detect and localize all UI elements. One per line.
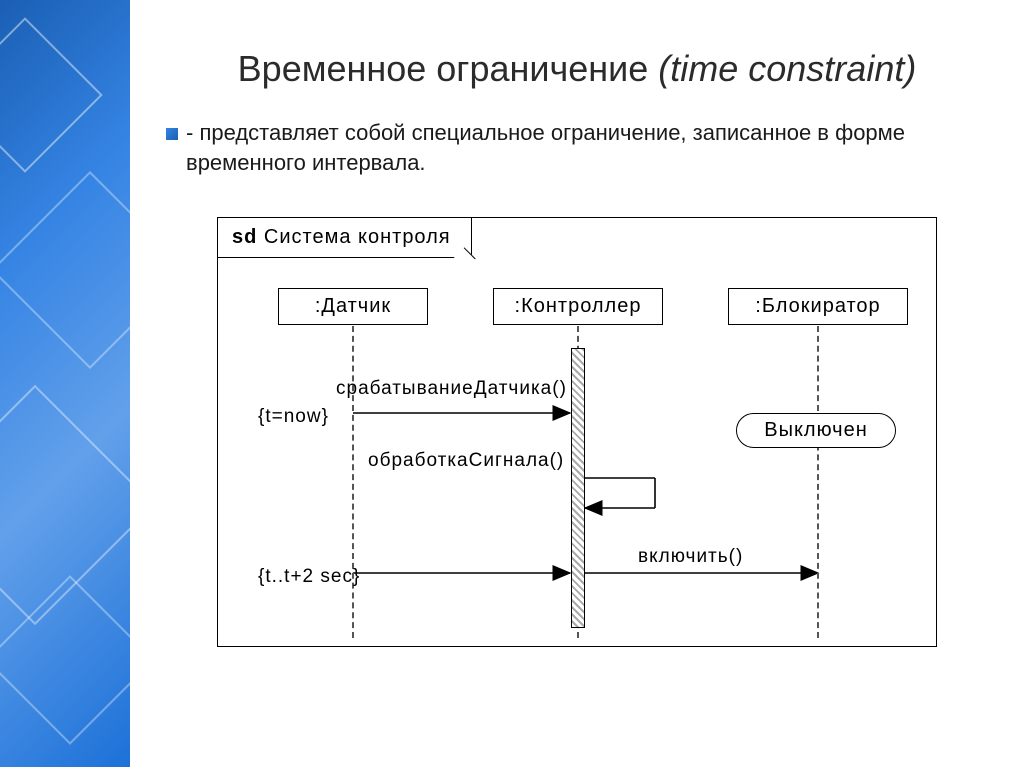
slide-content: Временное ограничение (time constraint) … bbox=[130, 0, 1024, 767]
lifeline-head-blocker: :Блокиратор bbox=[728, 288, 908, 325]
sequence-diagram: sd Система контроля :Датчик :Контроллер :Б… bbox=[217, 217, 937, 647]
sd-prefix: sd bbox=[232, 226, 257, 248]
message-label-m3: включить() bbox=[638, 546, 743, 568]
diagram-frame-label: sd Система контроля bbox=[218, 218, 472, 258]
lifeline-head-controller: :Контроллер bbox=[493, 288, 663, 325]
lifeline-dash-blocker bbox=[817, 326, 819, 638]
sd-name: Система контроля bbox=[264, 226, 451, 248]
lifeline-dash-sensor bbox=[352, 326, 354, 638]
message-label-m1: срабатываниеДатчика() bbox=[336, 378, 567, 400]
bullet-marker-icon bbox=[166, 128, 178, 140]
message-label-m2: обработкаСигнала() bbox=[368, 450, 564, 472]
background-strip bbox=[0, 0, 130, 767]
time-constraint-0: {t=now} bbox=[258, 406, 329, 428]
title-italic: (time constraint) bbox=[658, 48, 916, 89]
bullet-item: - представляет собой специальное огранич… bbox=[166, 118, 988, 177]
lifeline-head-sensor: :Датчик bbox=[278, 288, 428, 325]
bg-decorative-square bbox=[0, 17, 103, 173]
title-plain: Временное ограничение bbox=[238, 48, 659, 89]
state-invariant: Выключен bbox=[736, 413, 896, 448]
activation-bar bbox=[571, 348, 585, 628]
slide-title: Временное ограничение (time constraint) bbox=[166, 48, 988, 90]
time-constraint-1: {t..t+2 sec} bbox=[258, 566, 360, 588]
bullet-text: - представляет собой специальное огранич… bbox=[186, 118, 988, 177]
